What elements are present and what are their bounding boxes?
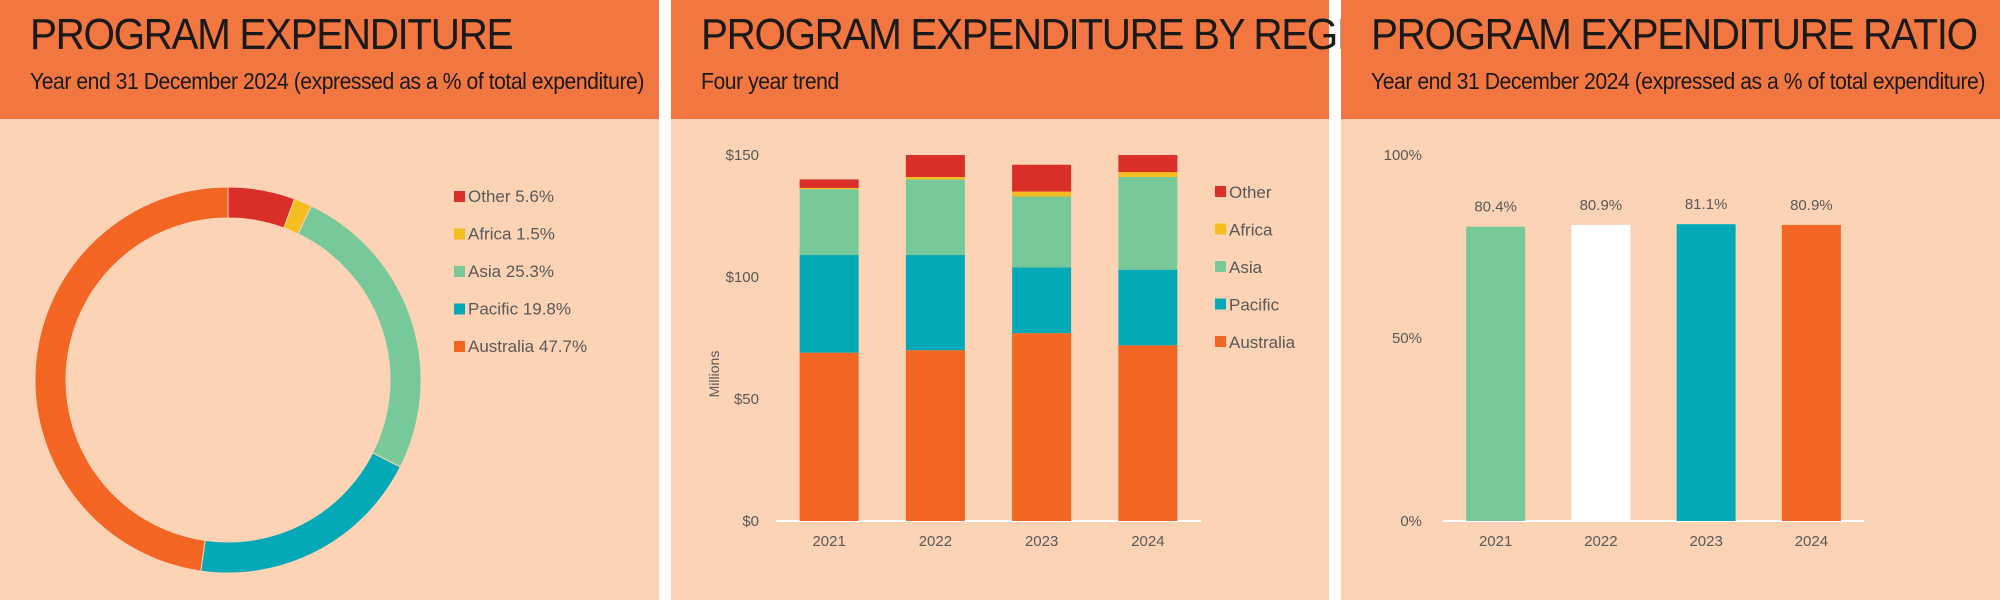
legend-label-pacific: Pacific (1229, 296, 1280, 315)
donut-slice-other (227, 186, 296, 229)
bar-segment-africa (905, 176, 965, 180)
donut-chart: Other 5.6% Africa 1.5% Asia 25.3% Pacific 1… (34, 186, 587, 574)
y-tick-label: $50 (734, 391, 759, 408)
bar-segment-pacific (799, 255, 859, 353)
donut-slice-australia (34, 186, 229, 572)
y-tick-label: 50% (1392, 330, 1422, 347)
x-tick-label: 2022 (1584, 533, 1617, 550)
y-tick-label: $150 (726, 147, 759, 164)
panel-header: PROGRAM EXPENDITURE Year end 31 December… (0, 0, 659, 119)
bar-segment-asia (1012, 196, 1072, 268)
panel-subtitle: Year end 31 December 2024 (expressed as … (30, 68, 644, 94)
panel-title: PROGRAM EXPENDITURE BY REGION (701, 10, 1406, 59)
panel-title: PROGRAM EXPENDITURE (30, 10, 513, 59)
legend-swatch-asia (1215, 261, 1226, 272)
bar-segment-australia (1118, 345, 1178, 521)
legend-swatch-pacific (454, 303, 465, 315)
y-tick-label: 100% (1384, 147, 1422, 164)
bar-segment-africa (1118, 172, 1178, 177)
data-label: 80.4% (1474, 199, 1517, 216)
x-tick-label: 2023 (1689, 533, 1722, 550)
y-tick-label: 0% (1400, 513, 1422, 530)
bar-segment-asia (799, 189, 859, 256)
panel-header: PROGRAM EXPENDITURE BY REGION Four year … (671, 0, 1406, 119)
bar-segment-africa (799, 187, 859, 190)
expenditure-ratio-panel: PROGRAM EXPENDITURE RATIO Year end 31 De… (1341, 0, 2000, 600)
donut-slice-asia (297, 205, 422, 468)
bar-segment-asia (905, 179, 965, 256)
y-axis-label: Millions (706, 351, 722, 398)
bar-segment-other (1012, 164, 1072, 192)
x-tick-label: 2021 (812, 533, 845, 550)
ratio-bar-2024 (1781, 224, 1841, 521)
ratio-bar-chart: 0% 50% 100% 80.4% 2021 80.9% 2022 81.1% 2023 80.9… (1384, 147, 1864, 550)
x-tick-label: 2021 (1479, 533, 1512, 550)
panel-subtitle: Year end 31 December 2024 (expressed as … (1371, 68, 1985, 94)
bar-segment-africa (1012, 191, 1072, 197)
data-label: 81.1% (1685, 196, 1728, 213)
x-tick-label: 2024 (1795, 533, 1828, 550)
expenditure-by-region-panel: PROGRAM EXPENDITURE BY REGION Four year … (671, 0, 1406, 600)
bar-segment-asia (1118, 176, 1178, 270)
panel-subtitle: Four year trend (701, 68, 839, 94)
legend-swatch-pacific (1215, 298, 1226, 310)
data-label: 80.9% (1790, 197, 1833, 214)
data-label: 80.9% (1580, 197, 1623, 214)
legend-label-other: Other (1229, 183, 1272, 202)
bar-segment-pacific (1012, 267, 1072, 334)
legend-swatch-other (454, 191, 465, 202)
legend-swatch-other (1215, 186, 1226, 197)
legend-label-australia: Australia 47.7% (468, 337, 587, 356)
bar-segment-pacific (1118, 269, 1178, 346)
legend-swatch-africa (1215, 223, 1226, 235)
ratio-bar-2023 (1676, 224, 1736, 521)
bar-segment-other (905, 155, 965, 177)
program-expenditure-panel: PROGRAM EXPENDITURE Year end 31 December… (0, 0, 659, 600)
legend-swatch-africa (454, 228, 465, 240)
x-tick-label: 2022 (919, 533, 952, 550)
bar-segment-australia (799, 352, 859, 521)
bar-segment-other (799, 179, 859, 188)
bar-segment-australia (1012, 333, 1072, 521)
legend-label-africa: Africa 1.5% (468, 225, 555, 244)
panel-header: PROGRAM EXPENDITURE RATIO Year end 31 De… (1341, 0, 2000, 119)
legend-label-asia: Asia 25.3% (468, 262, 554, 281)
legend-label-africa: Africa (1229, 221, 1273, 240)
legend-swatch-australia (454, 341, 465, 352)
x-tick-label: 2023 (1025, 533, 1058, 550)
stacked-bar-chart: $0 $50 $100 $150 Millions 2021 2022 2023 2024 Oth… (706, 147, 1296, 550)
legend-label-australia: Australia (1229, 333, 1296, 352)
x-tick-label: 2024 (1131, 533, 1164, 550)
bar-segment-pacific (905, 255, 965, 351)
legend-label-pacific: Pacific 19.8% (468, 300, 571, 319)
legend-swatch-asia (454, 266, 465, 277)
ratio-bar-2021 (1466, 226, 1526, 521)
bar-segment-australia (905, 350, 965, 521)
legend-label-asia: Asia (1229, 258, 1263, 277)
y-tick-label: $0 (742, 513, 759, 530)
bar-segment-other (1118, 155, 1178, 173)
legend-label-other: Other 5.6% (468, 187, 554, 206)
ratio-bar-2022 (1571, 224, 1631, 521)
y-tick-label: $100 (726, 269, 759, 286)
panel-title: PROGRAM EXPENDITURE RATIO (1371, 10, 1978, 59)
legend-swatch-australia (1215, 336, 1226, 347)
donut-slice-pacific (200, 452, 402, 574)
